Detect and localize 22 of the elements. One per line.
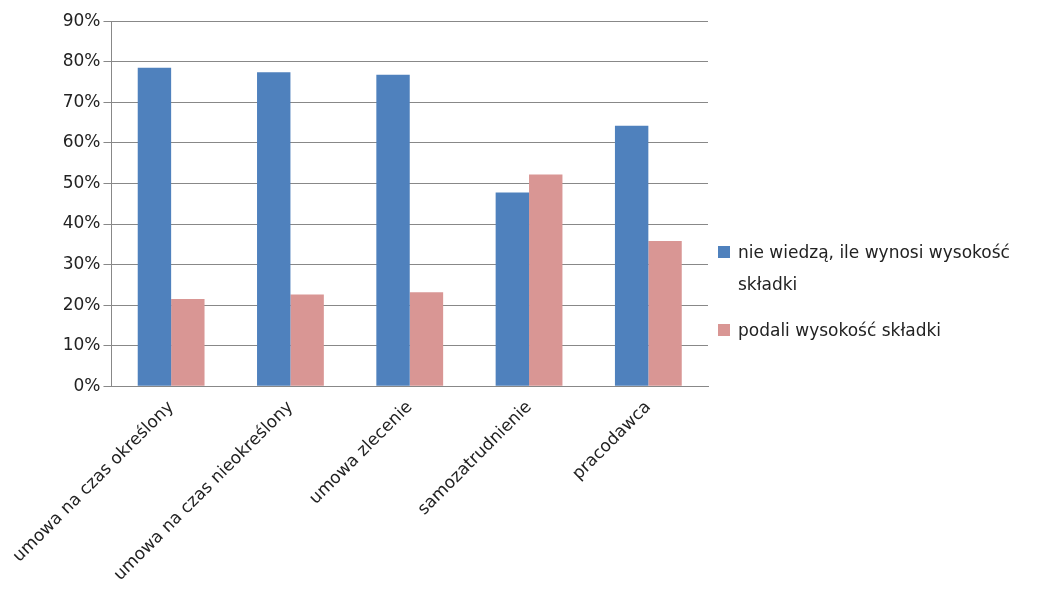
y-tick-label: 30% xyxy=(62,253,101,273)
y-tick-label: 40% xyxy=(62,212,101,233)
bar xyxy=(648,241,682,386)
bar xyxy=(171,299,205,386)
y-tick-label: 60% xyxy=(62,131,101,152)
y-tick-label: 10% xyxy=(62,334,101,355)
y-tick-label: 70% xyxy=(62,90,101,111)
bar xyxy=(257,72,291,386)
y-tick-label: 20% xyxy=(62,293,101,314)
y-tick-label: 80% xyxy=(62,50,101,71)
bar xyxy=(137,67,172,386)
bar xyxy=(529,174,563,386)
y-tick-label: 0% xyxy=(73,374,101,395)
legend-label: nie wiedzą, ile wynosi wysokość składki xyxy=(738,241,1011,296)
bar xyxy=(409,292,444,386)
legend-label: podali wysokość składki xyxy=(738,319,942,342)
y-tick-label: 50% xyxy=(62,171,101,192)
bar xyxy=(376,74,410,386)
bar xyxy=(495,192,530,386)
bar xyxy=(614,125,649,386)
y-tick-label: 90% xyxy=(62,9,101,30)
bar xyxy=(290,294,324,386)
